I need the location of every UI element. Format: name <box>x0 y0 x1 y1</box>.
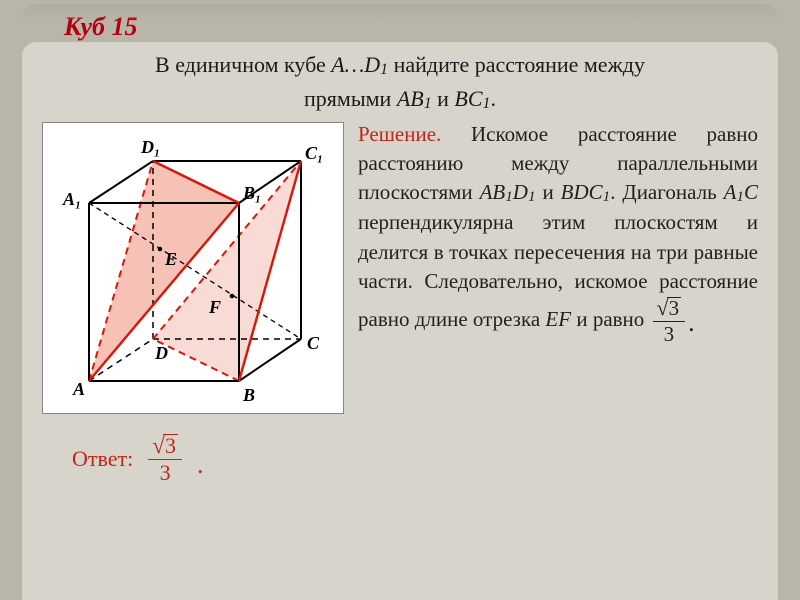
sol-and1: и <box>536 180 561 204</box>
label-f: F <box>208 297 221 317</box>
problem-expr1: A…D <box>331 52 380 77</box>
problem-expr1-sub: 1 <box>380 61 388 78</box>
problem-expr2b: BC <box>454 86 482 111</box>
sol-period: . <box>688 308 695 337</box>
answer-label: Ответ: <box>72 446 133 472</box>
label-a1: A₁ <box>62 189 81 209</box>
problem-expr2a: AB <box>397 86 424 111</box>
sol-diag-sub: 1 <box>736 189 744 205</box>
label-c1: C₁ <box>305 143 323 163</box>
sol-frac-den: 3 <box>664 322 675 345</box>
answer-fraction: 3 3 <box>148 434 182 484</box>
sol-frac-num: 3 <box>667 297 682 319</box>
cube-svg: A B C D A₁ B₁ C₁ D₁ E F <box>43 123 343 413</box>
problem-text: прямыми <box>304 86 397 111</box>
label-e: E <box>164 249 177 269</box>
content-card: В единичном кубе A…D1 найдите расстояние… <box>22 42 778 600</box>
point-e-dot <box>158 246 163 251</box>
content-row: A B C D A₁ B₁ C₁ D₁ E F Решение. Искомое… <box>42 120 758 414</box>
sol-p1b-sub: 1 <box>528 189 536 205</box>
slide-title: Куб 15 <box>64 10 778 42</box>
label-a: A <box>72 379 85 399</box>
sol-p1: AB <box>480 180 506 204</box>
problem-text: найдите расстояние между <box>388 52 645 77</box>
label-b: B <box>242 385 255 405</box>
label-d1: D₁ <box>140 137 160 157</box>
problem-text: и <box>432 86 455 111</box>
solution-text: Решение. Искомое расстояние равно рассто… <box>358 120 758 414</box>
solution-fraction: 3 3 <box>653 297 686 345</box>
sol-p2: BDC <box>561 180 603 204</box>
label-c: C <box>307 333 320 353</box>
sol-seg: EF <box>545 306 571 330</box>
point-f-dot <box>230 293 235 298</box>
sol-body2: . Диагональ <box>610 180 723 204</box>
cube-figure: A B C D A₁ B₁ C₁ D₁ E F <box>42 122 344 414</box>
slide-background: Куб 15 В единичном кубе A…D1 найдите рас… <box>0 0 800 600</box>
sol-diag: A <box>724 180 737 204</box>
label-d: D <box>154 343 168 363</box>
problem-text: В единичном кубе <box>155 52 331 77</box>
sol-body4: и равно <box>571 306 649 330</box>
sol-p1-sub: 1 <box>505 189 513 205</box>
problem-expr2a-sub: 1 <box>424 95 432 112</box>
problem-statement: В единичном кубе A…D1 найдите расстояние… <box>46 48 754 116</box>
answer-row: Ответ: 3 3 . <box>72 434 758 484</box>
solution-lead: Решение. <box>358 122 441 146</box>
sol-p1b: D <box>513 180 528 204</box>
sol-diag2: C <box>744 180 758 204</box>
ans-frac-num: 3 <box>163 434 178 457</box>
ans-frac-den: 3 <box>160 460 171 484</box>
label-b1: B₁ <box>242 183 261 203</box>
problem-text: . <box>490 86 496 111</box>
